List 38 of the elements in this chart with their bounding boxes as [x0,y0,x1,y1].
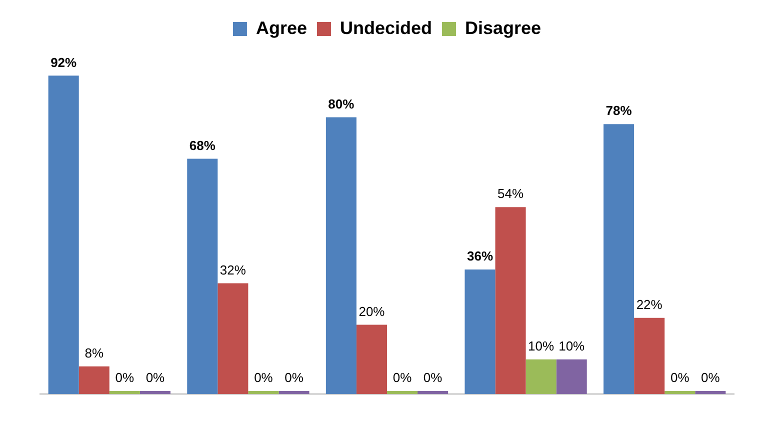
data-label: 0% [423,370,443,386]
data-label: 22% [636,296,663,312]
data-label: 92% [50,54,78,70]
bar [604,124,634,394]
data-label: 8% [84,345,104,360]
data-label: 54% [498,186,524,202]
data-label: 0% [146,370,166,386]
bar [109,391,140,394]
bar [140,391,170,394]
bar [464,269,496,394]
data-label: 80% [328,96,355,112]
data-label: 10% [558,338,586,354]
bar [187,158,218,394]
legend-label: Undecided [340,18,432,38]
data-label: 0% [670,370,690,386]
data-label: 0% [284,370,304,386]
bar [248,391,279,394]
bar [326,117,356,394]
data-label: 10% [528,338,555,354]
bar [48,76,79,394]
data-label: 68% [189,138,216,153]
data-label: 0% [701,370,720,386]
bar [695,391,726,394]
data-label: 0% [392,370,412,386]
data-label: 78% [606,103,632,118]
legend-label: Agree [256,18,307,38]
bar [418,391,448,394]
legend-label: Disagree [464,18,542,38]
bar [387,391,418,394]
data-label: 0% [254,370,274,386]
data-label: 20% [358,304,386,319]
data-label: 0% [115,370,134,386]
data-label: 32% [220,262,246,278]
bar [495,207,526,394]
bar [278,391,310,394]
bar [218,283,248,394]
data-label: 36% [466,248,494,264]
bar [664,391,696,394]
